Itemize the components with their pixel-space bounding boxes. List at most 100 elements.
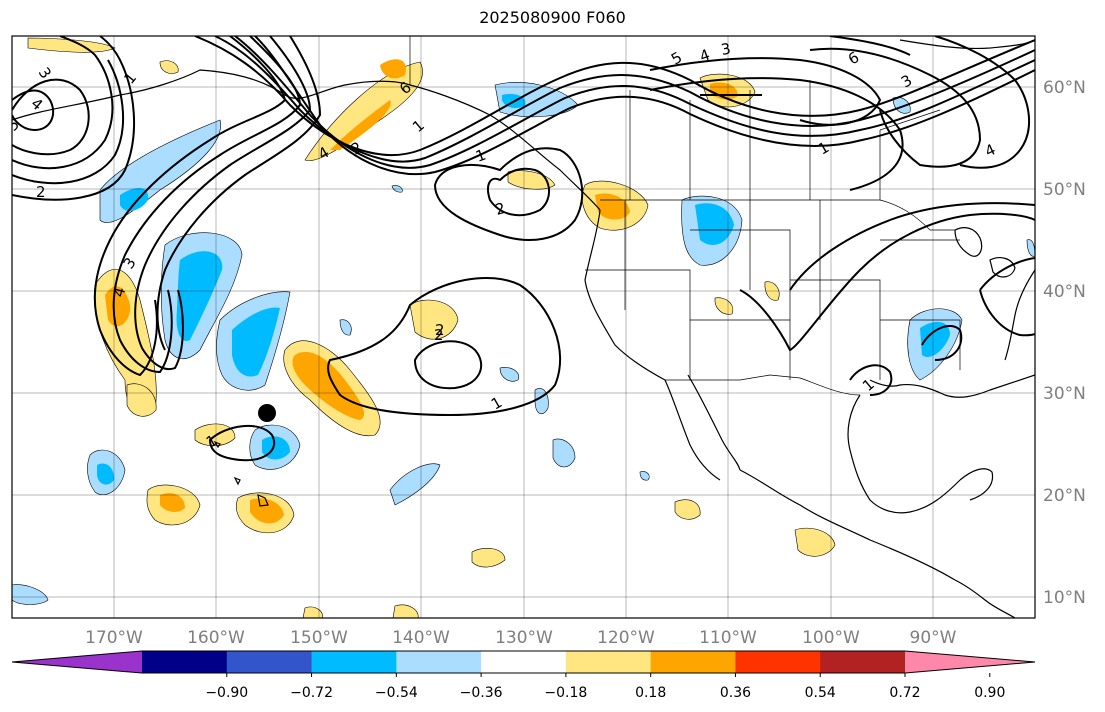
map-frame	[11, 35, 1036, 619]
positive-anomaly-patch	[674, 499, 701, 520]
colorbar-segment	[481, 651, 567, 673]
contour-line	[12, 36, 114, 170]
positive-anomaly-patch	[764, 281, 780, 301]
lat-label: 20°N	[1043, 486, 1086, 506]
lon-label: 160°W	[187, 628, 245, 648]
positive-anomaly-patch	[160, 493, 185, 512]
contour-line	[208, 424, 275, 462]
lon-label: 130°W	[495, 628, 553, 648]
colorbar-tick-label: −0.54	[375, 685, 418, 701]
lon-label: 120°W	[597, 628, 655, 648]
longitude-labels: 170°W 160°W 150°W 140°W 130°W 120°W 110°…	[85, 628, 957, 648]
positive-anomaly-patch	[794, 527, 836, 557]
positive-anomaly-patch	[380, 59, 406, 79]
negative-anomaly-patch	[1026, 239, 1035, 257]
gulf-coast	[869, 374, 1035, 398]
negative-anomaly-patch	[695, 203, 734, 245]
coastlines	[12, 39, 1035, 618]
latitude-labels: 60°N 50°N 40°N 30°N 20°N 10°N	[1043, 78, 1086, 608]
great-lakes	[954, 227, 1016, 278]
east-coast	[1004, 269, 1035, 361]
contour-line	[921, 325, 963, 361]
lat-label: 10°N	[1043, 588, 1086, 608]
colorbar-tick-label: −0.72	[290, 685, 333, 701]
contour-line	[12, 89, 55, 132]
lat-label: 30°N	[1043, 384, 1086, 404]
contour-label: 2	[493, 199, 507, 219]
yucatan-coast	[959, 468, 994, 501]
contour-line	[849, 364, 893, 396]
us-west-coast	[584, 209, 666, 381]
contour-label: 3	[720, 40, 733, 59]
colorbar	[11, 650, 1036, 674]
contour-line	[12, 78, 90, 156]
colorbar-segment	[735, 651, 821, 673]
height-contours	[12, 36, 1035, 462]
political-borders	[409, 36, 961, 396]
lon-label: 110°W	[699, 628, 757, 648]
negative-anomaly-patch	[176, 251, 223, 341]
negative-anomaly-patch	[97, 463, 115, 485]
negative-anomaly-patch	[339, 319, 352, 336]
positive-anomaly-patch	[105, 286, 131, 327]
colorbar-tick-label: −0.18	[544, 685, 587, 701]
contour-line	[433, 147, 584, 241]
mexico-pacific-coast	[739, 469, 956, 581]
contour-label: 2	[435, 321, 445, 339]
contour-line	[93, 36, 287, 377]
negative-anomaly-patch	[389, 463, 441, 506]
station-dot	[258, 404, 276, 422]
positive-anomaly-patch	[159, 60, 179, 74]
positive-anomaly-patch	[126, 383, 157, 417]
lat-label: 50°N	[1043, 180, 1086, 200]
negative-anomaly-patch	[920, 321, 950, 358]
positive-anomaly-patch	[471, 547, 506, 568]
hawaii-islands	[213, 440, 269, 507]
baja-coast	[664, 374, 741, 481]
negative-anomaly-patch	[391, 185, 403, 193]
positive-anomaly-patch	[392, 604, 419, 618]
lon-label: 150°W	[290, 628, 348, 648]
colorbar-segment	[820, 651, 906, 673]
negative-anomaly-patch	[120, 188, 149, 212]
contour-line	[829, 36, 911, 56]
contour-line	[254, 36, 1035, 176]
lon-label: 140°W	[392, 628, 450, 648]
canada-provinces	[629, 80, 941, 200]
colorbar-tick-label: 0.18	[635, 685, 666, 701]
contour-line	[134, 36, 312, 370]
negative-anomaly-patch	[12, 584, 49, 605]
map-title: 2025080900 F060	[479, 8, 626, 27]
canada-us-border	[600, 199, 955, 231]
colorbar-segment	[650, 651, 736, 673]
contour-line	[12, 59, 125, 185]
positive-anomaly-patch	[409, 299, 459, 340]
positive-anomaly-patch	[302, 606, 323, 618]
lon-label: 90°W	[910, 628, 957, 648]
colorbar-segment	[311, 651, 397, 673]
contour-line	[487, 167, 550, 217]
state-lines	[585, 200, 961, 380]
negative-anomaly-patch	[552, 438, 576, 468]
contour-line	[809, 47, 982, 168]
colorbar-tick-label: 0.54	[805, 685, 836, 701]
lon-label: 100°W	[802, 628, 860, 648]
map-area: 3 4 5 1 2 4 2 1 6 1 2 5 4 3 6 3 4 3 4 2 …	[3, 36, 1035, 618]
colorbar-tick-label: 0.90	[974, 685, 1005, 701]
contour-label: 2	[434, 326, 444, 344]
colorbar-extend-low	[12, 651, 142, 673]
shaded-field	[12, 37, 1035, 618]
contour-label: 5	[3, 116, 23, 135]
colorbar-tick-label: −0.90	[205, 685, 248, 701]
negative-anomaly-patch	[639, 471, 650, 481]
colorbar-segment	[565, 651, 652, 673]
colorbar-tick-label: 0.36	[720, 685, 751, 701]
positive-anomaly-patch	[330, 100, 391, 150]
negative-anomaly-patch	[232, 307, 280, 377]
positive-anomaly-patch	[27, 37, 116, 53]
alaska-panhandle-coast	[409, 84, 601, 211]
colorbar-outline	[11, 650, 1036, 674]
contour-line	[934, 36, 1031, 169]
contour-label: 2	[36, 183, 46, 201]
